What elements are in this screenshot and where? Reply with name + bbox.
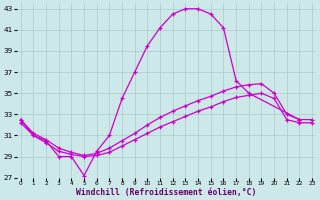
X-axis label: Windchill (Refroidissement éolien,°C): Windchill (Refroidissement éolien,°C) xyxy=(76,188,257,197)
